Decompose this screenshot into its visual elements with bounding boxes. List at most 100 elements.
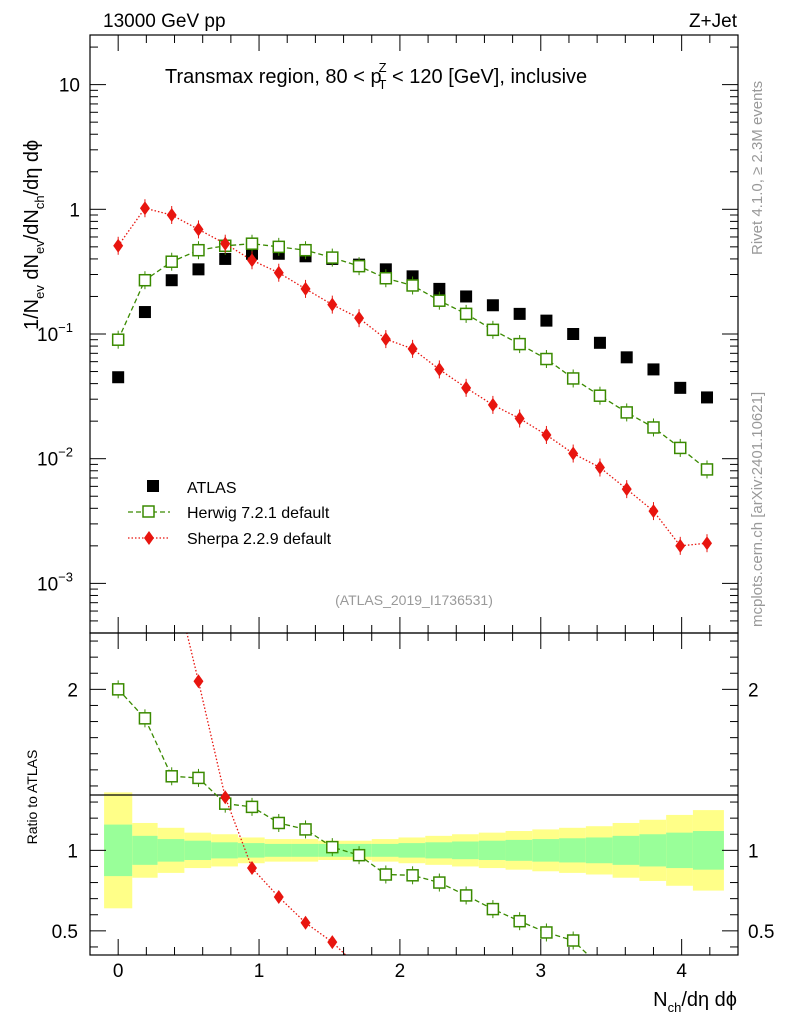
herwig-point [379, 271, 393, 285]
herwig-point [165, 255, 178, 268]
ratio-y-tick-label-right: 2 [748, 680, 759, 701]
legend-herwig-marker [142, 505, 155, 518]
main-ticks: 10 1 10−1 10−2 10−3 [37, 35, 739, 634]
y-tick-label: 10 [59, 76, 80, 97]
atlas-point [138, 306, 151, 319]
ratio-series-clipped [111, 633, 590, 955]
herwig-point [620, 406, 633, 419]
sherpa-point [113, 238, 124, 253]
sherpa-point [514, 411, 525, 426]
ratio-series [111, 633, 590, 955]
x-tick-label: 2 [395, 961, 406, 982]
legend-atlas-label: ATLAS [187, 480, 237, 497]
ratio-band-inner [291, 843, 319, 857]
ratio-band-inner [532, 839, 560, 862]
analysis-tag: (ATLAS_2019_I1736531) [335, 592, 493, 608]
sherpa-point [273, 265, 284, 280]
ratio-band-inner [157, 839, 185, 862]
y-tick-label: 10−3 [37, 569, 73, 595]
x-tick-label: 0 [113, 961, 124, 982]
legend: ATLAS Herwig 7.2.1 default Sherpa 2.2.9 … [128, 480, 332, 548]
rivet-label: Rivet 4.1.0, ≥ 2.3M events [749, 81, 766, 255]
ratio-band-inner [559, 838, 586, 863]
sherpa-point [541, 427, 552, 442]
herwig-point [245, 237, 259, 250]
herwig-ratio-point [111, 683, 125, 696]
title-part-1: Transmax region, 80 < p [165, 66, 382, 88]
herwig-point [111, 333, 125, 346]
herwig-point [192, 243, 205, 257]
sherpa-point [247, 253, 257, 268]
sherpa-ratio-point [193, 674, 204, 689]
herwig-point [433, 294, 446, 307]
herwig-ratio-point [352, 848, 366, 862]
ratio-band-inner [612, 835, 640, 865]
title-sub: T [379, 77, 387, 92]
ratio-band-inner [478, 840, 506, 861]
herwig-point [326, 251, 339, 264]
atlas-point [486, 299, 499, 312]
herwig-ratio-point [245, 800, 259, 814]
atlas-point [540, 314, 553, 327]
main-panel: Transmax region, 80 < pZ T < 120 [GeV], i… [21, 34, 739, 634]
sherpa-point [594, 460, 605, 475]
herwig-point [513, 337, 526, 351]
herwig-point [486, 323, 500, 337]
ratio-band-inner [264, 843, 292, 857]
title-sup: Z [379, 60, 387, 75]
atlas-point [674, 381, 687, 394]
legend-sherpa-marker [144, 531, 154, 545]
atlas-point [513, 307, 526, 320]
legend-sherpa-label: Sherpa 2.2.9 default [187, 531, 332, 548]
sherpa-point [648, 504, 659, 519]
title-part-2: < 120 [GeV], inclusive [387, 66, 588, 88]
x-tick-label: 1 [254, 961, 265, 982]
herwig-ratio-point [406, 869, 419, 882]
herwig-ratio-point [326, 840, 339, 854]
herwig-ratio-point [379, 868, 393, 881]
ratio-band-inner [505, 839, 533, 861]
ratio-band-inner [184, 840, 212, 861]
sherpa-point [568, 446, 579, 461]
mcplots-label: mcplots.cern.ch [arXiv:2401.10621] [749, 392, 766, 627]
ratio-y-tick-label-left: 2 [67, 680, 78, 701]
herwig-point [593, 389, 607, 402]
herwig-ratio-point [540, 926, 553, 939]
ratio-band-inner [639, 834, 667, 867]
legend-atlas-marker [147, 480, 159, 492]
herwig-ratio-point [513, 914, 526, 928]
herwig-ratio-point [299, 823, 312, 836]
ratio-y-tick-label-right: 1 [748, 841, 759, 862]
ratio-ticks: 0.5 0.5 1 1 2 2 0 1 2 3 4 [52, 633, 774, 982]
herwig-ratio-point [486, 902, 500, 916]
sherpa-point [354, 311, 365, 326]
sherpa-point [300, 281, 311, 296]
ratio-y-tick-label-left: 0.5 [52, 922, 78, 943]
herwig-ratio-point [138, 712, 152, 725]
y-tick-label: 10−1 [37, 320, 73, 346]
sherpa-point [380, 332, 391, 347]
ratio-y-tick-label-right: 0.5 [748, 922, 774, 943]
atlas-point [192, 263, 205, 276]
herwig-point [673, 441, 687, 455]
ratio-band-inner [585, 837, 613, 864]
atlas-point [620, 351, 633, 364]
ratio-band-inner [425, 842, 453, 859]
ratio-band-inner [398, 843, 426, 858]
sherpa-point [407, 341, 418, 356]
herwig-point [299, 243, 312, 257]
atlas-point [701, 391, 714, 404]
legend-herwig-label: Herwig 7.2.1 default [187, 505, 330, 522]
sherpa-point [461, 380, 472, 395]
atlas-point [460, 290, 473, 303]
header-right: Z+Jet [689, 11, 738, 32]
ratio-bands [104, 792, 724, 909]
herwig-ratio-point [165, 770, 178, 783]
x-tick-label: 4 [676, 961, 687, 982]
x-tick-label: 3 [535, 961, 546, 982]
atlas-point [219, 252, 232, 265]
atlas-point [112, 371, 125, 384]
atlas-point [433, 282, 446, 295]
sherpa-point [487, 397, 498, 412]
sherpa-point [220, 236, 231, 251]
